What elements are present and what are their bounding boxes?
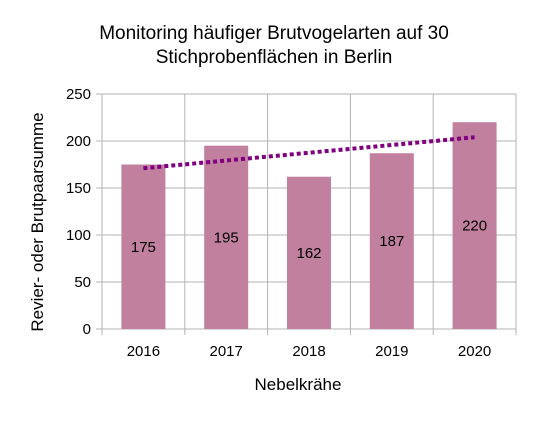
data-label-2017: 195 <box>214 229 239 246</box>
x-tick-labels: 2016 2017 2018 2019 2020 <box>127 343 492 360</box>
data-label-2018: 162 <box>296 245 321 262</box>
x-tick-label: 2019 <box>375 343 408 360</box>
bars <box>121 122 497 329</box>
x-tick-label: 2020 <box>458 343 491 360</box>
chart-title: Monitoring häufiger Brutvogelarten auf 3… <box>99 23 449 68</box>
x-tick-label: 2016 <box>127 343 160 360</box>
trendline-layer <box>143 135 475 171</box>
x-axis-title: Nebelkrähe <box>255 375 342 394</box>
y-tick-label: 200 <box>66 133 91 150</box>
y-tick-labels: 0 50 100 150 200 250 <box>66 86 91 338</box>
bar-2016 <box>121 164 166 329</box>
data-label-2016: 175 <box>131 239 156 256</box>
x-tick-label: 2018 <box>292 343 325 360</box>
x-tick-label: 2017 <box>210 343 243 360</box>
data-label-2020: 220 <box>462 218 487 235</box>
chart-title-line-2: Stichprobenflächen in Berlin <box>156 47 393 68</box>
y-axis-title: Revier- oder Brutpaarsumme <box>28 112 47 331</box>
y-tick-label: 100 <box>66 227 91 244</box>
data-labels: 175 195 162 187 220 <box>131 218 487 262</box>
bar-2020 <box>452 122 497 329</box>
trendline <box>143 135 475 171</box>
y-tick-label: 50 <box>74 274 91 291</box>
chart-title-line-1: Monitoring häufiger Brutvogelarten auf 3… <box>99 23 449 44</box>
bar-2019 <box>369 153 414 329</box>
bar-2017 <box>204 145 249 329</box>
y-tick-label: 0 <box>83 321 91 338</box>
data-label-2019: 187 <box>379 233 404 250</box>
gridlines <box>96 93 517 335</box>
bar-2018 <box>287 176 331 329</box>
y-tick-label: 150 <box>66 180 91 197</box>
y-tick-label: 250 <box>66 86 91 103</box>
